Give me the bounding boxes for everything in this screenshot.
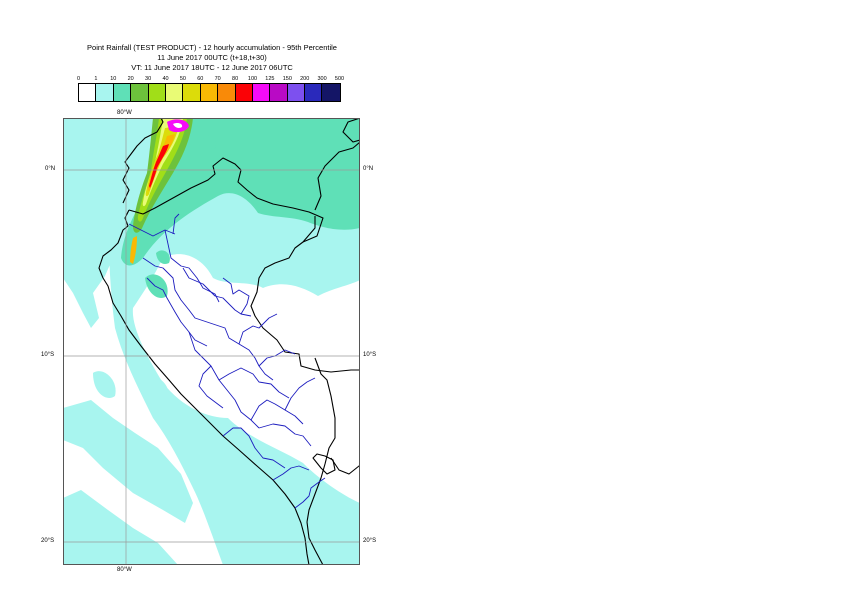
legend-tick-label: 1 [94,76,98,82]
lat-label-left-10s: 10°S [41,352,55,358]
legend-tick-label: 40 [162,76,169,82]
legend-tick-label: 0 [76,76,81,82]
legend-tick-label: 30 [145,76,152,82]
legend-swatch [270,84,288,101]
legend-tick-label: 50 [179,76,186,82]
legend-tick-label: 100 [247,76,258,82]
lat-label-right-0: 0°N [363,166,374,172]
legend-tick-label: 10 [110,76,117,82]
lat-label-right-20s: 20°S [363,538,377,544]
legend-tick-label: 125 [265,76,275,82]
legend-swatch [287,84,306,101]
region-boundaries [128,213,326,509]
map-run-time: 11 June 2017 00UTC (t+18,t+30) [157,53,267,62]
top-longitude-label: 80°W [117,110,132,116]
graticule [63,118,360,565]
legend-swatch [200,84,219,101]
map-valid-time: VT: 11 June 2017 18UTC - 12 June 2017 06… [131,63,293,72]
bottom-longitude-label: 80°W [117,567,132,573]
map-frame [63,118,360,565]
legend-swatch [148,84,166,101]
rainfall-map[interactable] [63,118,360,565]
lat-label-left-20s: 20°S [41,538,55,544]
lat-label-right-10s: 10°S [363,352,377,358]
legend-tick-label: 300 [317,76,327,82]
legend-tick-label: 150 [282,76,292,82]
legend-tick-label: 80 [232,76,239,82]
legend-tick-label: 500 [334,76,345,82]
legend-swatch [235,84,253,101]
legend-swatch [131,84,149,101]
legend-swatch [218,84,236,101]
legend-tick-label: 70 [214,76,221,82]
rain-area-light [63,118,360,565]
legend-swatch [183,84,201,101]
legend-swatch [79,84,97,101]
legend-swatch [165,84,184,101]
legend-color-bar [78,83,341,102]
legend-swatch [96,84,114,101]
legend-swatch [322,84,340,101]
map-title: Point Rainfall (TEST PRODUCT) - 12 hourl… [87,43,337,52]
legend-tick-label: 200 [300,76,310,82]
legend-tick-label: 60 [197,76,204,82]
lat-label-left-0: 0°N [45,166,56,172]
legend-swatch [305,84,323,101]
country-borders [128,141,360,565]
legend-swatch [252,84,271,101]
legend-tick-label: 20 [127,76,134,82]
legend-swatch [113,84,132,101]
